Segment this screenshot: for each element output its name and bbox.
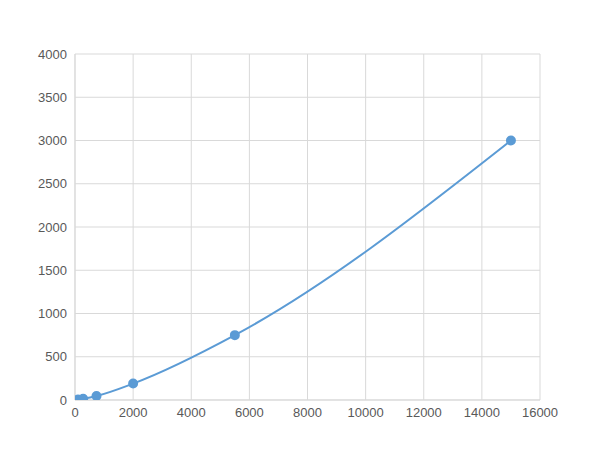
svg-text:0: 0	[60, 393, 67, 408]
svg-text:2000: 2000	[119, 405, 148, 420]
svg-text:3000: 3000	[38, 133, 67, 148]
svg-text:14000: 14000	[464, 405, 500, 420]
svg-text:10000: 10000	[348, 405, 384, 420]
svg-text:2500: 2500	[38, 176, 67, 191]
svg-text:12000: 12000	[406, 405, 442, 420]
svg-text:2000: 2000	[38, 220, 67, 235]
svg-text:16000: 16000	[522, 405, 558, 420]
svg-text:1000: 1000	[38, 306, 67, 321]
svg-text:4000: 4000	[177, 405, 206, 420]
svg-text:8000: 8000	[293, 405, 322, 420]
svg-text:500: 500	[45, 349, 67, 364]
svg-text:6000: 6000	[235, 405, 264, 420]
svg-text:0: 0	[71, 405, 78, 420]
svg-text:3500: 3500	[38, 90, 67, 105]
svg-text:4000: 4000	[38, 47, 67, 62]
svg-text:1500: 1500	[38, 263, 67, 278]
